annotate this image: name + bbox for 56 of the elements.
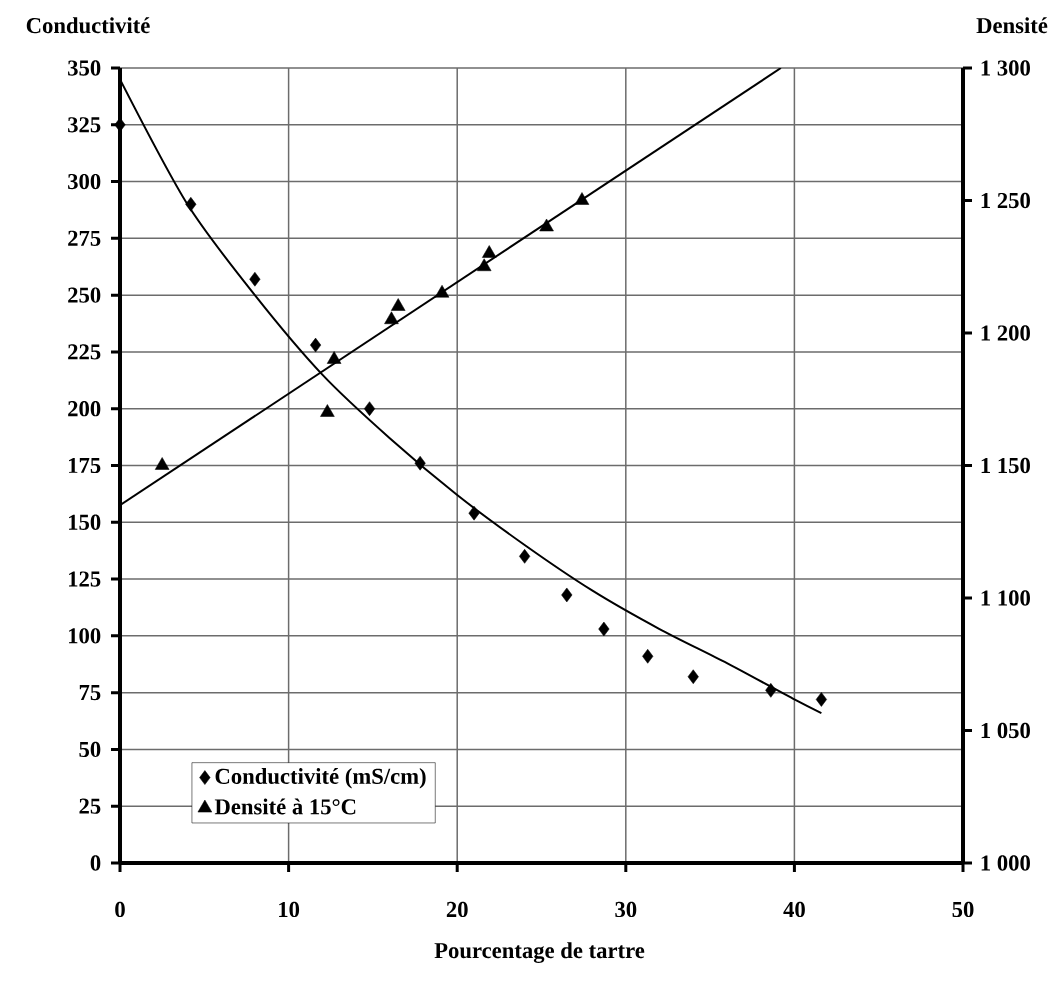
point (476, 258, 492, 272)
y2-axis-title: Densité (976, 17, 1048, 34)
y-tick-label: 50 (79, 741, 101, 758)
point (468, 505, 480, 521)
point (384, 311, 399, 325)
y-tick-label: 150 (69, 514, 101, 530)
point (249, 271, 261, 287)
point (320, 404, 335, 417)
y-tick-label: 275 (68, 230, 101, 246)
y2-tick-label: 1 150 (981, 457, 1030, 474)
point (598, 621, 610, 637)
point (539, 218, 554, 232)
point (434, 284, 450, 298)
y-tick-label: 100 (69, 628, 101, 644)
x-tick-label: 50 (952, 901, 974, 918)
legend-label: Conductivité (mS/cm) (215, 768, 426, 789)
point (765, 683, 777, 698)
y2-tick-label: 1 200 (981, 325, 1030, 341)
point (154, 457, 170, 470)
point (364, 401, 376, 416)
y2-tick-label: 1 300 (981, 60, 1030, 76)
point (574, 192, 590, 205)
y-tick-label: 350 (68, 60, 101, 76)
point (310, 337, 322, 353)
x-tick-label: 20 (446, 901, 468, 918)
legend-label: Densité à 15°C (214, 798, 356, 815)
x-tick-label: 10 (279, 901, 300, 918)
point (326, 351, 342, 364)
x-tick-label: 0 (115, 901, 125, 918)
y-tick-label: 250 (68, 287, 101, 303)
x-axis-title: Pourcentage de tartre (434, 942, 645, 963)
x-tick-label: 30 (615, 901, 637, 918)
x-tick-label: 40 (783, 901, 805, 918)
point (391, 298, 406, 311)
y-tick-label: 175 (69, 457, 101, 474)
y-tick-label: 300 (68, 173, 101, 190)
y-tick-label: 200 (68, 401, 101, 417)
point (642, 649, 654, 664)
y2-tick-label: 1 050 (981, 722, 1030, 739)
y-tick-label: 325 (68, 117, 101, 133)
y-tick-label: 0 (90, 855, 101, 871)
y-tick-label: 75 (79, 685, 101, 701)
point (561, 587, 573, 603)
y-tick-label: 25 (79, 798, 101, 814)
point (519, 549, 531, 564)
point (414, 455, 426, 471)
point (482, 245, 497, 258)
y-tick-label: 125 (69, 571, 101, 587)
y2-tick-label: 1 000 (981, 855, 1030, 871)
y2-tick-label: 1 100 (981, 590, 1030, 606)
y2-tick-label: 1 250 (981, 192, 1030, 209)
point (185, 197, 197, 212)
point (815, 692, 827, 707)
point (687, 669, 699, 684)
y-axis-title: Conductivité (26, 17, 150, 34)
y-tick-label: 225 (68, 344, 101, 360)
